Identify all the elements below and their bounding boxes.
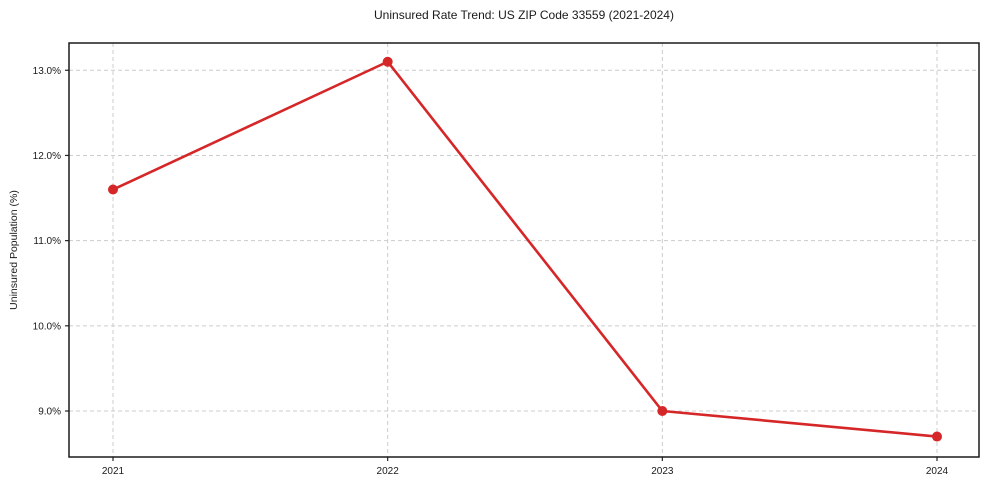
x-tick-label: 2022 — [377, 466, 400, 477]
x-tick-label: 2021 — [102, 466, 125, 477]
y-tick-label: 13.0% — [33, 66, 61, 77]
y-tick-label: 10.0% — [33, 321, 61, 332]
data-point-marker — [108, 184, 118, 195]
chart-title: Uninsured Rate Trend: US ZIP Code 33559 … — [374, 8, 674, 22]
x-tick-label: 2024 — [926, 466, 949, 477]
series-line — [111, 60, 939, 438]
y-tick-label: 9.0% — [38, 407, 61, 418]
y-tick-label: 11.0% — [33, 236, 61, 247]
data-point-marker — [932, 431, 942, 442]
data-point-marker — [657, 406, 668, 416]
plot-frame — [68, 42, 980, 458]
y-tick-label: 12.0% — [33, 151, 61, 162]
data-point-marker — [382, 56, 393, 67]
y-axis-label: Uninsured Population (%) — [8, 190, 20, 310]
x-tick-label: 2023 — [651, 466, 674, 477]
